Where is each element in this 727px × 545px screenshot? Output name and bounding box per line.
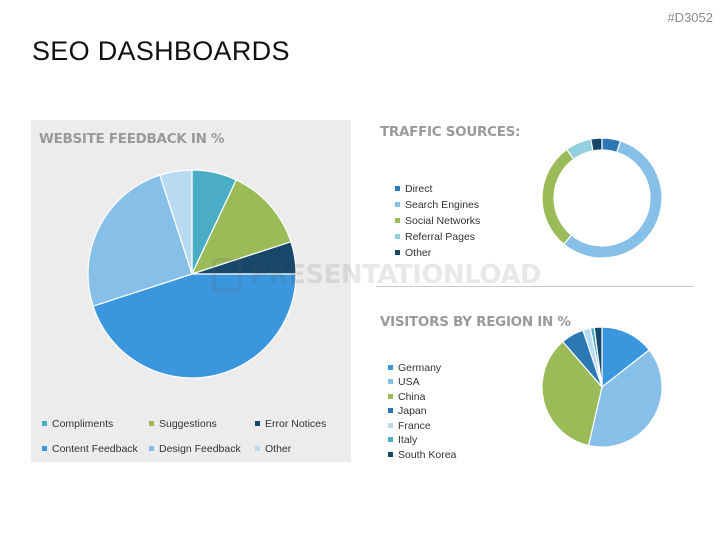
region-legend-label: China	[398, 391, 426, 403]
region-slice-china	[541, 340, 603, 447]
feedback-legend-item-other: Other	[255, 443, 291, 455]
traffic-sources-title: TRAFFIC SOURCES:	[380, 124, 521, 140]
feedback-legend-item-suggestions: Suggestions	[149, 418, 217, 430]
website-feedback-pie-chart	[87, 169, 297, 379]
traffic-sources-donut-chart	[541, 137, 663, 259]
region-slice-south-korea	[593, 326, 603, 388]
feedback-legend-label: Design Feedback	[159, 443, 241, 455]
region-legend-item-japan: Japan	[388, 405, 427, 417]
traffic-legend-item-search-engines: Search Engines	[395, 199, 479, 211]
feedback-legend-swatch	[42, 445, 47, 451]
feedback-legend-swatch	[255, 420, 260, 426]
feedback-legend-label: Error Notices	[265, 418, 327, 430]
feedback-legend-swatch	[255, 445, 260, 451]
region-legend-label: USA	[398, 376, 420, 388]
traffic-legend-item-direct: Direct	[395, 183, 432, 195]
feedback-slice-content-feedback	[92, 273, 297, 379]
region-legend-swatch	[388, 364, 393, 370]
region-legend-item-south-korea: South Korea	[388, 449, 456, 461]
region-legend-item-italy: Italy	[388, 434, 417, 446]
feedback-legend-swatch	[149, 445, 154, 451]
website-feedback-title: WEBSITE FEEDBACK IN %	[39, 131, 225, 147]
region-legend-label: Japan	[398, 405, 427, 417]
traffic-legend-swatch	[395, 217, 400, 223]
region-legend-swatch	[388, 436, 393, 442]
visitors-by-region-pie-chart	[541, 326, 663, 448]
feedback-legend-item-design-feedback: Design Feedback	[149, 443, 241, 455]
region-legend-label: Germany	[398, 362, 442, 374]
region-slice-germany	[601, 326, 651, 389]
region-legend-swatch	[388, 451, 393, 457]
traffic-legend-swatch	[395, 185, 400, 191]
feedback-legend-swatch	[42, 420, 47, 426]
traffic-legend-label: Social Networks	[405, 215, 481, 227]
feedback-legend-label: Suggestions	[159, 418, 217, 430]
traffic-legend-swatch	[395, 201, 400, 207]
feedback-legend-swatch	[149, 420, 154, 426]
region-legend-swatch	[388, 393, 393, 399]
page-title: SEO DASHBOARDS	[32, 36, 290, 66]
region-legend-swatch	[388, 407, 393, 413]
traffic-legend-item-other: Other	[395, 247, 431, 259]
region-legend-label: Italy	[398, 434, 418, 446]
region-legend-swatch	[388, 378, 393, 384]
feedback-legend-item-content-feedback: Content Feedback	[42, 443, 138, 455]
region-slice-usa	[587, 349, 663, 448]
region-legend-item-usa: USA	[388, 376, 420, 388]
traffic-slice-other	[590, 137, 603, 152]
region-legend-label: France	[398, 420, 431, 432]
traffic-legend-label: Direct	[405, 183, 433, 195]
traffic-legend-item-social-networks: Social Networks	[395, 215, 480, 227]
region-legend-item-china: China	[388, 391, 425, 403]
region-legend-item-germany: Germany	[388, 362, 441, 374]
traffic-legend-swatch	[395, 233, 400, 239]
feedback-legend-label: Compliments	[52, 418, 114, 430]
region-legend-label: South Korea	[398, 449, 457, 461]
region-legend-item-france: France	[388, 420, 431, 432]
feedback-legend-label: Other	[265, 443, 292, 455]
feedback-slice-design-feedback	[87, 174, 193, 307]
document-code: #D3052	[667, 10, 713, 25]
traffic-slice-social-networks	[541, 148, 575, 246]
feedback-legend-item-error-notices: Error Notices	[255, 418, 326, 430]
traffic-slice-search-engines	[562, 140, 663, 259]
traffic-legend-label: Search Engines	[405, 199, 480, 211]
traffic-legend-swatch	[395, 249, 400, 255]
region-legend-swatch	[388, 422, 393, 428]
traffic-legend-item-referral-pages: Referral Pages	[395, 231, 475, 243]
feedback-legend-item-compliments: Compliments	[42, 418, 113, 430]
feedback-legend-label: Content Feedback	[52, 443, 138, 455]
feedback-slice-other	[159, 169, 193, 275]
traffic-legend-label: Other	[405, 247, 432, 259]
visitors-by-region-title: VISITORS BY REGION IN %	[380, 314, 571, 330]
section-divider	[376, 286, 694, 287]
traffic-legend-label: Referral Pages	[405, 231, 476, 243]
feedback-slice-suggestions	[190, 179, 292, 275]
